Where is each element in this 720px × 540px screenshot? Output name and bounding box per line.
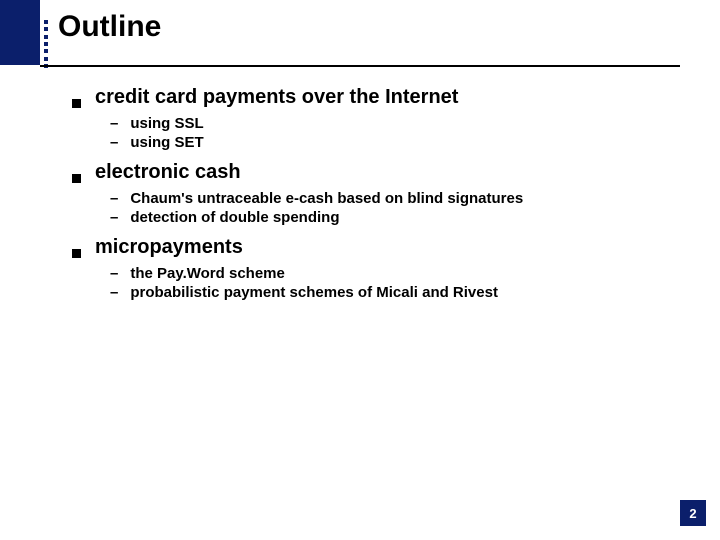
page-number: 2 [680,500,706,526]
dotted-accent [44,20,48,68]
dash-icon: – [110,209,118,226]
dash-icon: – [110,284,118,301]
dash-icon: – [110,190,118,207]
list-item: – Chaum's untraceable e-cash based on bl… [110,190,672,207]
dash-icon: – [110,265,118,282]
bullet-square-icon [72,174,81,183]
slide-content: credit card payments over the Internet –… [72,86,672,311]
title-underline [40,65,680,67]
list-item: – the Pay.Word scheme [110,265,672,282]
list-item: – detection of double spending [110,209,672,226]
list-item-text: the Pay.Word scheme [130,265,285,282]
list-item-text: Chaum's untraceable e-cash based on blin… [130,190,523,207]
section: micropayments – the Pay.Word scheme – pr… [72,236,672,301]
dash-icon: – [110,134,118,151]
section-heading: micropayments [95,236,243,259]
accent-bar [0,0,40,65]
section: electronic cash – Chaum's untraceable e-… [72,161,672,226]
section-heading: credit card payments over the Internet [95,86,458,109]
list-item: – using SET [110,134,672,151]
list-item: – probabilistic payment schemes of Mical… [110,284,672,301]
section: credit card payments over the Internet –… [72,86,672,151]
bullet-square-icon [72,249,81,258]
bullet-square-icon [72,99,81,108]
section-heading: electronic cash [95,161,241,184]
slide-title: Outline [58,10,161,44]
list-item-text: probabilistic payment schemes of Micali … [130,284,498,301]
list-item-text: detection of double spending [130,209,339,226]
list-item: – using SSL [110,115,672,132]
list-item-text: using SET [130,134,203,151]
list-item-text: using SSL [130,115,203,132]
dash-icon: – [110,115,118,132]
